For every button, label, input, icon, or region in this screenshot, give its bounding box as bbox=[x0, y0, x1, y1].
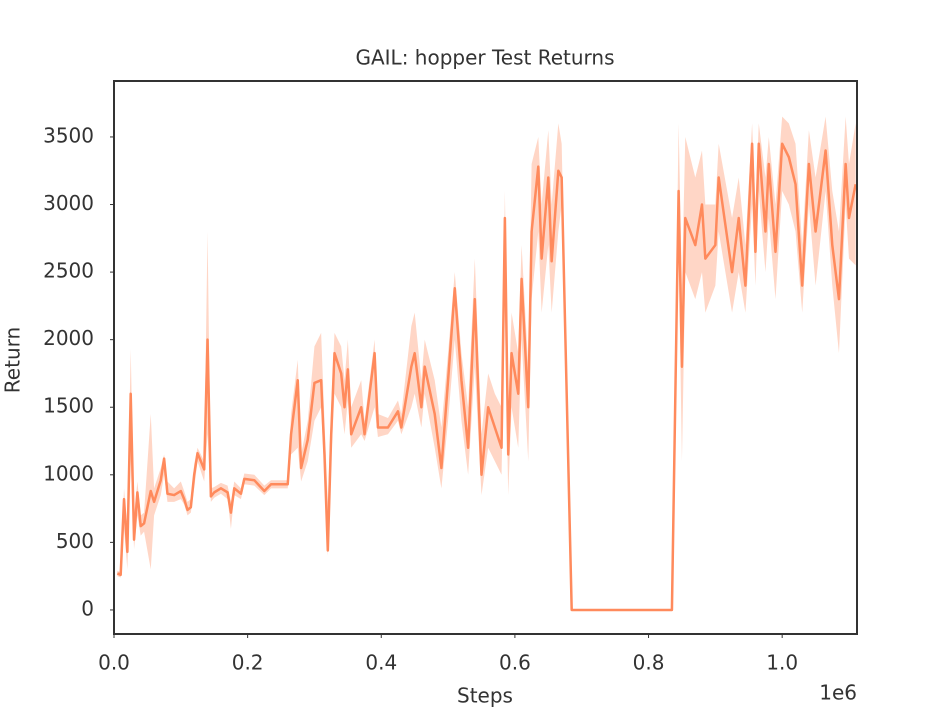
y-tick-label: 2500 bbox=[43, 259, 94, 283]
x-axis-label: Steps bbox=[457, 684, 513, 708]
y-tick-label: 500 bbox=[56, 529, 94, 553]
axes-frame bbox=[113, 80, 858, 635]
y-axis-label: Return bbox=[1, 327, 25, 393]
y-tick-label: 1000 bbox=[43, 461, 94, 485]
x-tick-label: 1.0 bbox=[766, 651, 798, 675]
y-tick-label: 0 bbox=[81, 596, 94, 620]
chart-title: GAIL: hopper Test Returns bbox=[355, 46, 614, 70]
y-tick-label: 1500 bbox=[43, 394, 94, 418]
plot-area bbox=[116, 116, 857, 612]
line bbox=[116, 142, 857, 612]
x-tick-label: 0.6 bbox=[499, 651, 531, 675]
x-tick-label: 0.8 bbox=[633, 651, 665, 675]
x-offset-label: 1e6 bbox=[819, 681, 857, 705]
x-tick-label: 0.4 bbox=[365, 651, 397, 675]
x-tick-label: 0.0 bbox=[98, 651, 130, 675]
y-tick-label: 2000 bbox=[43, 326, 94, 350]
y-tick-label: 3500 bbox=[43, 123, 94, 147]
y-tick-label: 3000 bbox=[43, 191, 94, 215]
x-tick-label: 0.2 bbox=[232, 651, 264, 675]
